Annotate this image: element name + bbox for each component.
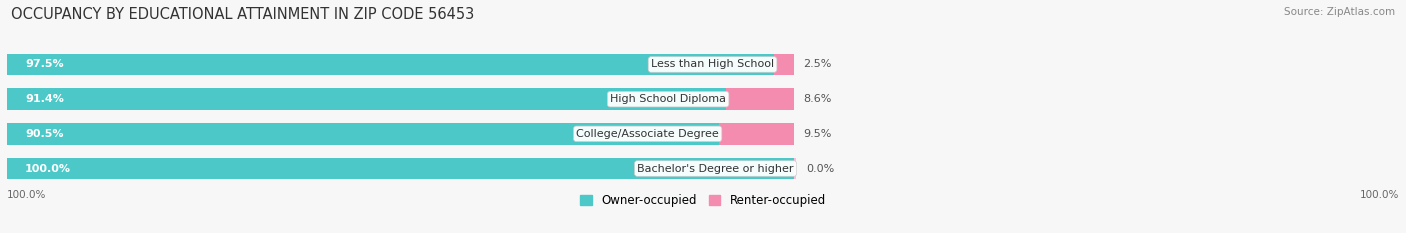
Text: Source: ZipAtlas.com: Source: ZipAtlas.com bbox=[1284, 7, 1395, 17]
Text: 100.0%: 100.0% bbox=[1360, 190, 1399, 200]
Text: College/Associate Degree: College/Associate Degree bbox=[576, 129, 718, 139]
Bar bbox=[7, 158, 794, 179]
Bar bbox=[7, 54, 794, 75]
Text: Less than High School: Less than High School bbox=[651, 59, 775, 69]
Bar bbox=[775, 54, 794, 75]
Text: 91.4%: 91.4% bbox=[25, 94, 65, 104]
Bar bbox=[7, 54, 775, 75]
Text: High School Diploma: High School Diploma bbox=[610, 94, 725, 104]
Text: 2.5%: 2.5% bbox=[803, 59, 832, 69]
Bar bbox=[7, 88, 725, 110]
Bar bbox=[718, 123, 794, 145]
Text: 100.0%: 100.0% bbox=[7, 190, 46, 200]
Text: 90.5%: 90.5% bbox=[25, 129, 63, 139]
Text: 8.6%: 8.6% bbox=[803, 94, 832, 104]
Bar bbox=[7, 158, 794, 179]
Text: 0.0%: 0.0% bbox=[806, 164, 834, 174]
Text: 97.5%: 97.5% bbox=[25, 59, 63, 69]
Bar bbox=[7, 123, 794, 145]
Text: OCCUPANCY BY EDUCATIONAL ATTAINMENT IN ZIP CODE 56453: OCCUPANCY BY EDUCATIONAL ATTAINMENT IN Z… bbox=[11, 7, 474, 22]
Legend: Owner-occupied, Renter-occupied: Owner-occupied, Renter-occupied bbox=[575, 190, 831, 212]
Bar bbox=[7, 88, 794, 110]
Bar bbox=[7, 123, 718, 145]
Text: 9.5%: 9.5% bbox=[803, 129, 832, 139]
Text: 100.0%: 100.0% bbox=[25, 164, 72, 174]
Bar bbox=[725, 88, 794, 110]
Bar bbox=[794, 158, 796, 179]
Text: Bachelor's Degree or higher: Bachelor's Degree or higher bbox=[637, 164, 794, 174]
